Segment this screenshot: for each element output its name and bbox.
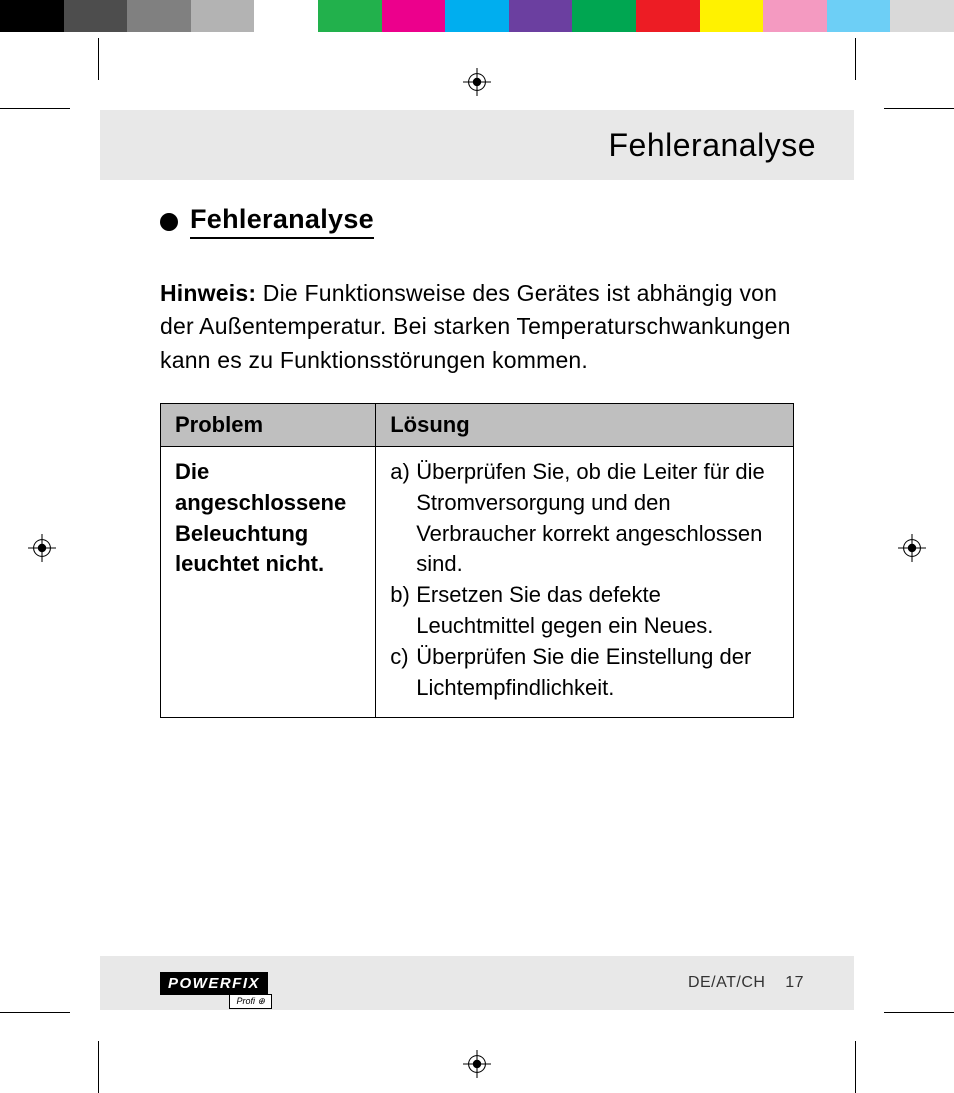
table-row: Die angeschlossene Beleuchtung leuchtet …	[161, 447, 794, 718]
crop-mark	[855, 38, 856, 80]
color-swatch	[763, 0, 827, 32]
registration-mark-icon	[463, 68, 491, 96]
crop-mark	[884, 108, 954, 109]
solution-text: Überprüfen Sie, ob die Leiter für die St…	[416, 457, 779, 580]
color-swatch	[700, 0, 764, 32]
section-heading: Fehleranalyse	[160, 204, 794, 239]
table-header-row: Problem Lösung	[161, 404, 794, 447]
col-solution: Lösung	[376, 404, 794, 447]
page-header: Fehleranalyse	[100, 110, 854, 180]
solution-label: c)	[390, 642, 416, 704]
color-calibration-bar	[0, 0, 954, 32]
col-problem: Problem	[161, 404, 376, 447]
solution-item: a) Überprüfen Sie, ob die Leiter für die…	[390, 457, 779, 580]
registration-mark-icon	[28, 534, 56, 562]
page-number: 17	[785, 974, 804, 991]
crop-mark	[0, 108, 70, 109]
color-swatch	[127, 0, 191, 32]
brand-logo: POWERFIX Profi ⊕	[160, 972, 268, 995]
troubleshooting-table: Problem Lösung Die angeschlossene Beleuc…	[160, 403, 794, 718]
solution-cell: a) Überprüfen Sie, ob die Leiter für die…	[376, 447, 794, 718]
page-footer: POWERFIX Profi ⊕ DE/AT/CH 17	[100, 956, 854, 1010]
color-swatch	[509, 0, 573, 32]
bullet-icon	[160, 213, 178, 231]
logo-sub: Profi ⊕	[229, 994, 272, 1009]
solution-item: b) Ersetzen Sie das defekte Leuchtmittel…	[390, 580, 779, 642]
manual-page: Fehleranalyse Fehleranalyse Hinweis: Die…	[100, 110, 854, 1010]
color-swatch	[318, 0, 382, 32]
locale-label: DE/AT/CH	[688, 974, 765, 991]
color-swatch	[191, 0, 255, 32]
color-swatch	[445, 0, 509, 32]
color-swatch	[827, 0, 891, 32]
color-swatch	[254, 0, 318, 32]
page-meta: DE/AT/CH 17	[688, 974, 804, 992]
solution-text: Ersetzen Sie das defekte Leuchtmittel ge…	[416, 580, 779, 642]
color-swatch	[572, 0, 636, 32]
color-swatch	[64, 0, 128, 32]
color-swatch	[382, 0, 446, 32]
crop-mark	[884, 1012, 954, 1013]
crop-mark	[98, 38, 99, 80]
note-paragraph: Hinweis: Die Funktionsweise des Gerätes …	[160, 277, 794, 377]
crop-mark	[0, 1012, 70, 1013]
problem-cell: Die angeschlossene Beleuchtung leuchtet …	[161, 447, 376, 718]
logo-main: POWERFIX	[160, 972, 268, 995]
solution-text: Überprüfen Sie die Einstellung der Licht…	[416, 642, 779, 704]
crop-mark	[98, 1041, 99, 1093]
registration-mark-icon	[898, 534, 926, 562]
note-label: Hinweis:	[160, 280, 256, 306]
color-swatch	[636, 0, 700, 32]
color-swatch	[890, 0, 954, 32]
solution-item: c) Überprüfen Sie die Einstellung der Li…	[390, 642, 779, 704]
registration-mark-icon	[463, 1050, 491, 1078]
crop-mark	[855, 1041, 856, 1093]
solution-label: a)	[390, 457, 416, 580]
color-swatch	[0, 0, 64, 32]
page-content: Fehleranalyse Hinweis: Die Funktionsweis…	[100, 180, 854, 718]
page-title: Fehleranalyse	[609, 127, 817, 164]
solution-label: b)	[390, 580, 416, 642]
section-title-text: Fehleranalyse	[190, 204, 374, 239]
